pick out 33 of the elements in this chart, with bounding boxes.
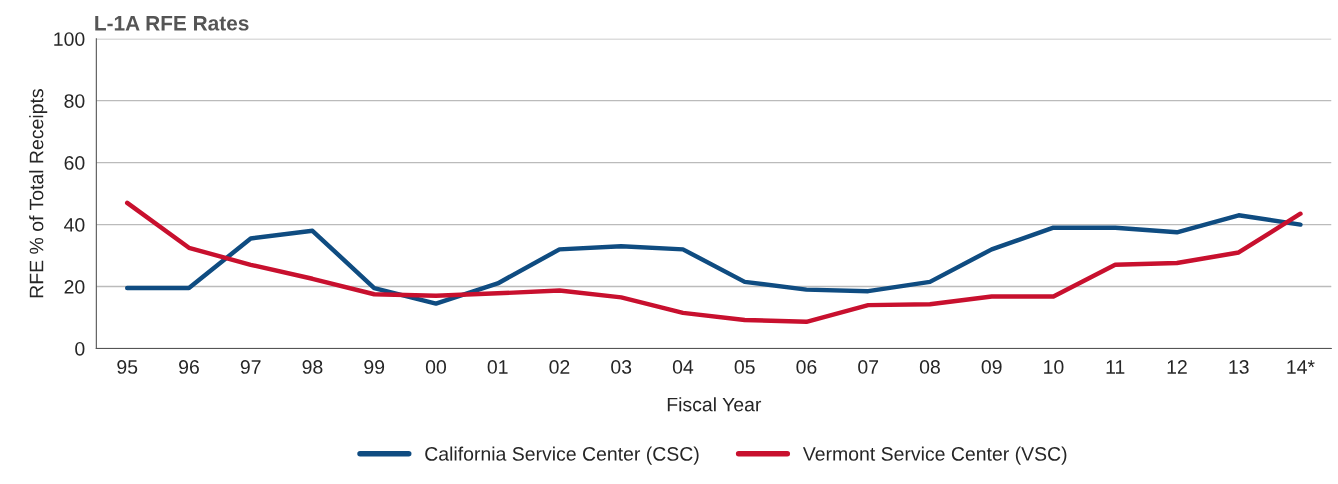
x-tick-label: 11 — [1106, 360, 1125, 374]
x-tick-label: 03 — [611, 360, 632, 374]
x-tick-label: 10 — [1044, 360, 1064, 374]
x-tick-label: 06 — [796, 360, 817, 374]
x-tick-label: 05 — [734, 360, 755, 374]
x-tick-label: 00 — [425, 360, 447, 374]
x-tick-label: 96 — [179, 360, 199, 374]
x-tick-label: 01 — [487, 360, 508, 374]
legend-label: California Service Center (CSC) — [425, 446, 699, 465]
x-tick-label: 02 — [549, 360, 570, 374]
y-tick-label: 40 — [64, 218, 85, 232]
y-tick-label: 20 — [64, 280, 85, 294]
y-tick-label: 100 — [54, 32, 85, 46]
x-tick-label: 04 — [672, 360, 694, 374]
x-tick-label: 07 — [858, 360, 879, 374]
x-tick-label: 12 — [1167, 360, 1187, 374]
x-tick-label: 13 — [1229, 360, 1249, 374]
x-tick-label: 14* — [1287, 360, 1315, 374]
legend-label: Vermont Service Center (VSC) — [802, 446, 1067, 465]
chart-title: L-1A RFE Rates — [95, 16, 249, 31]
x-tick-label: 99 — [364, 360, 385, 374]
x-tick-label: 08 — [919, 360, 940, 374]
y-tick-label: 80 — [64, 94, 85, 108]
y-tick-label: 60 — [64, 156, 85, 170]
x-tick-label: 98 — [302, 360, 323, 374]
y-axis-title: RFE % of Total Receipts — [29, 89, 48, 298]
x-tick-label: 95 — [117, 360, 138, 374]
line-series — [124, 200, 1303, 325]
x-tick-label: 97 — [240, 360, 261, 374]
line-series — [124, 213, 1303, 306]
y-tick-label: 0 — [75, 341, 85, 356]
x-tick-label: 09 — [981, 360, 1002, 374]
x-axis-title: Fiscal Year — [667, 397, 762, 412]
